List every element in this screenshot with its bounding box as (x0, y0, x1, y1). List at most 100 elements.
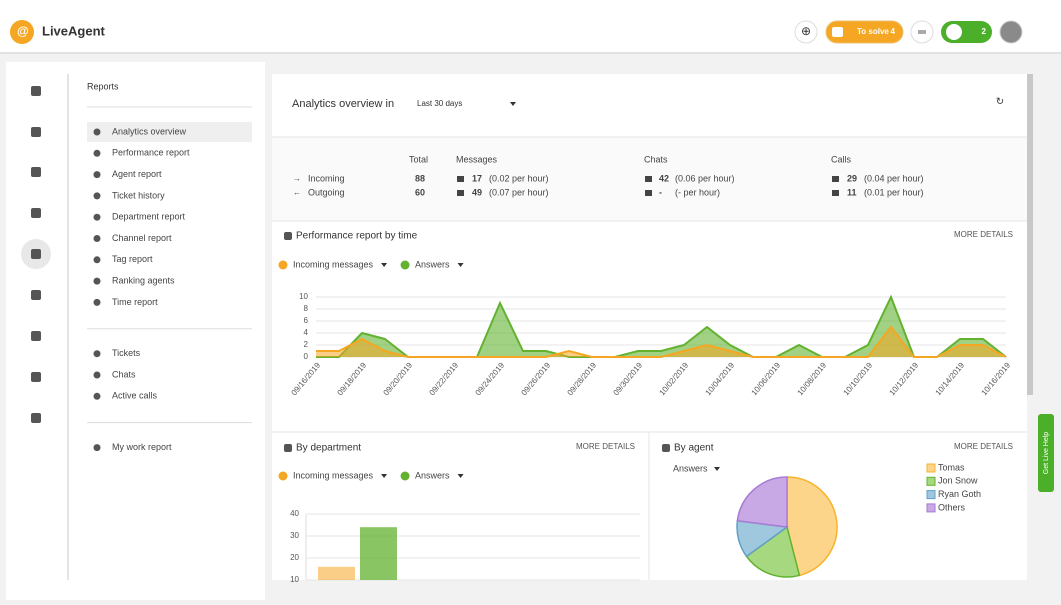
legend-label[interactable]: Incoming messages (293, 259, 374, 269)
row-arrow: ← (293, 188, 301, 197)
menu-icon (93, 192, 101, 200)
count: 29 (847, 173, 857, 183)
pie-slice (736, 476, 788, 528)
y-tick-label: 4 (304, 328, 309, 337)
add-button[interactable] (794, 20, 818, 44)
cell-icon (457, 190, 464, 196)
table-header: Calls (831, 154, 852, 164)
refresh-icon[interactable]: ↻ (996, 97, 1004, 108)
menu-selected (87, 122, 252, 142)
menu-item[interactable]: Tag report (112, 254, 153, 264)
cell-icon (645, 190, 652, 196)
legend-dot (278, 471, 288, 481)
menu-item[interactable]: Agent report (112, 169, 162, 179)
legend-label[interactable]: Answers (415, 259, 450, 269)
rail-icon[interactable] (31, 208, 41, 218)
menu-icon (93, 371, 101, 379)
section-icon (284, 232, 292, 240)
legend-label: Ryan Goth (938, 489, 981, 499)
section-icon (662, 444, 670, 452)
menu-item[interactable]: Chats (112, 369, 136, 379)
count: - (659, 187, 662, 197)
phone-icon (946, 24, 962, 40)
menu-icon (918, 30, 926, 34)
bar (318, 566, 355, 580)
menu-item[interactable]: Channel report (112, 233, 172, 243)
rail-icon[interactable] (31, 86, 41, 96)
to-solve-button[interactable] (825, 20, 904, 44)
icon-rail (21, 86, 51, 423)
add-icon: ⊕ (801, 24, 811, 38)
calls-count: 2 (982, 27, 987, 36)
legend-caret (457, 263, 464, 267)
summary-table: Total Messages Chats Calls → Incoming 88 17 (0.0… (293, 154, 924, 197)
menu-item[interactable]: Ticket history (112, 190, 165, 200)
y-tick-label: 2 (304, 340, 309, 349)
rate: (0.01 per hour) (864, 187, 924, 197)
more-details[interactable]: MORE DETAILS (954, 442, 1013, 451)
total: 88 (415, 173, 425, 183)
sidebar (6, 62, 265, 600)
row-label: Incoming (308, 173, 345, 183)
menu-icon (93, 128, 101, 136)
logo-text: LiveAgent (42, 23, 106, 38)
row-arrow: → (293, 174, 301, 183)
logo-glyph: @ (17, 24, 29, 38)
table-header: Messages (456, 154, 498, 164)
rate: (0.07 per hour) (489, 187, 549, 197)
section-title: By agent (674, 443, 714, 454)
legend-label[interactable]: Answers (415, 470, 450, 480)
menu-item[interactable]: Tickets (112, 348, 141, 358)
count: 42 (659, 173, 669, 183)
menu-item[interactable]: Department report (112, 212, 186, 222)
more-details[interactable]: MORE DETAILS (576, 442, 635, 451)
rail-icon[interactable] (31, 249, 41, 259)
legend-swatch (926, 463, 936, 473)
legend-caret (381, 474, 388, 478)
section-icon (284, 444, 292, 452)
menu-item[interactable]: Time report (112, 297, 158, 307)
menu-item[interactable]: My work report (112, 442, 172, 452)
logo-icon (10, 20, 34, 44)
rail-icon[interactable] (31, 127, 41, 137)
more-details[interactable]: MORE DETAILS (954, 230, 1013, 239)
legend-dot (278, 260, 288, 270)
rail-icon[interactable] (31, 331, 41, 341)
menu-icon (93, 350, 101, 358)
legend-caret (457, 474, 464, 478)
sidebar-title: Reports (87, 81, 119, 91)
scrollbar[interactable] (1027, 74, 1033, 395)
help-tab[interactable] (1038, 414, 1054, 492)
y-tick-label: 10 (290, 575, 299, 584)
y-tick-label: 30 (290, 531, 299, 540)
legend-label: Others (938, 502, 966, 512)
rail-icon[interactable] (31, 413, 41, 423)
rail-icon[interactable] (31, 290, 41, 300)
cell-icon (832, 176, 839, 182)
avatar[interactable] (999, 20, 1023, 44)
rate: (- per hour) (675, 187, 720, 197)
legend-swatch (926, 490, 936, 500)
header-shadow (0, 52, 1061, 54)
menu-item[interactable]: Analytics overview (112, 126, 187, 136)
y-tick-label: 6 (304, 316, 309, 325)
rail-divider (67, 74, 69, 580)
count: 17 (472, 173, 482, 183)
legend-dot (400, 260, 410, 270)
period-select[interactable]: Last 30 days (417, 99, 462, 108)
section-title: By department (296, 443, 361, 454)
legend-label[interactable]: Incoming messages (293, 470, 374, 480)
agent-select[interactable]: Answers (673, 463, 708, 473)
menu-item[interactable]: Active calls (112, 391, 158, 401)
y-tick-label: 40 (290, 509, 299, 518)
to-solve-count: 4 (891, 27, 896, 36)
rail-icon[interactable] (31, 372, 41, 382)
pie-slice (745, 525, 801, 578)
y-tick-label: 10 (299, 292, 308, 301)
menu-item[interactable]: Ranking agents (112, 275, 175, 285)
rail-icon[interactable] (31, 167, 41, 177)
table-header: Total (409, 154, 428, 164)
select-caret (714, 467, 720, 471)
menu-item[interactable]: Performance report (112, 148, 190, 158)
